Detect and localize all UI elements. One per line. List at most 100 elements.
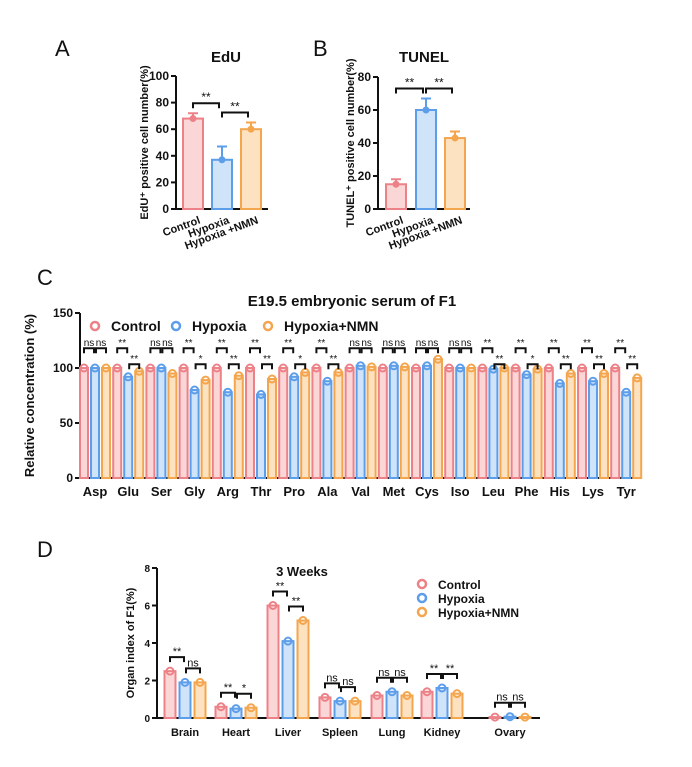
significance-label: * [242, 683, 247, 695]
significance-bracket [393, 347, 406, 354]
x-tick-label: Arg [217, 484, 239, 499]
data-point [555, 378, 565, 388]
data-point [437, 683, 447, 693]
data-point [451, 134, 459, 142]
bar [588, 380, 598, 480]
bar [163, 670, 177, 719]
significance-bracket [272, 590, 288, 597]
significance-bracket [481, 347, 494, 354]
data-point [588, 376, 598, 386]
bar [318, 696, 332, 719]
bar [370, 694, 384, 719]
significance-label: ** [595, 354, 603, 365]
significance-label: ns [461, 338, 472, 349]
data-point [387, 687, 397, 697]
data-point [101, 363, 111, 373]
significance-bracket [493, 363, 506, 370]
data-point [256, 389, 266, 399]
data-point [223, 387, 233, 397]
significance-bracket [236, 692, 252, 699]
y-tick-label: 0 [364, 202, 371, 216]
bar [366, 365, 377, 479]
significance-bracket [360, 347, 373, 354]
bar [182, 117, 204, 210]
legend-label: Hypoxia+NMN [284, 318, 379, 334]
significance-label: ** [628, 354, 636, 365]
y-tick-label: 0 [66, 471, 73, 485]
y-axis-label: Organ index of F1(%) [125, 587, 137, 698]
y-tick-label: 100 [53, 361, 73, 375]
significance-bracket [315, 347, 328, 354]
significance-bracket [215, 347, 228, 354]
significance-label: ns [449, 338, 460, 349]
significance-label: ns [361, 338, 372, 349]
data-point [322, 376, 332, 386]
significance-bracket [494, 701, 510, 708]
data-point [402, 691, 412, 700]
y-axis-label: EdU⁺ positive cell number(%) [139, 65, 151, 220]
bar [399, 365, 410, 479]
significance-bracket [381, 347, 394, 354]
significance-bracket [182, 347, 195, 354]
bar [167, 372, 178, 479]
bar [240, 128, 262, 210]
significance-label: ** [185, 338, 193, 349]
bar [433, 358, 443, 480]
significance-bracket [626, 363, 639, 370]
x-tick-label: Spleen [322, 727, 358, 739]
x-tick-label: Iso [451, 484, 470, 499]
bar [266, 604, 280, 719]
bar [178, 367, 189, 479]
significance-bracket [227, 363, 240, 370]
bar [532, 368, 543, 480]
legend-marker-0 [89, 320, 101, 332]
bar [488, 716, 502, 719]
bar [145, 367, 156, 479]
data-point [234, 371, 244, 381]
x-tick-label: Asp [83, 484, 108, 499]
bar [488, 368, 499, 480]
bar [256, 393, 266, 479]
bar [503, 715, 517, 719]
bar [178, 681, 192, 719]
significance-label: ns [84, 338, 95, 349]
significance-label: ** [616, 338, 624, 349]
bar [450, 692, 464, 719]
x-tick-label: Ser [151, 484, 172, 499]
data-point [278, 363, 288, 373]
data-point [267, 374, 277, 384]
bar [229, 707, 243, 719]
significance-label: ** [118, 338, 126, 349]
x-tick-label: Thr [251, 484, 272, 499]
significance-bracket [593, 363, 605, 370]
bar [281, 640, 295, 719]
x-tick-label: Kidney [424, 727, 462, 739]
data-point [389, 361, 399, 371]
significance-bracket [220, 691, 236, 698]
y-axis-label: TUNEL⁺ positive cell number(%) [345, 58, 357, 227]
bar [214, 705, 228, 719]
bar [311, 367, 322, 479]
panel-label-a: A [55, 36, 70, 61]
y-tick-label: 40 [358, 136, 372, 150]
significance-bracket [425, 87, 453, 94]
significance-bracket [340, 686, 356, 693]
bar [415, 109, 437, 210]
bar [267, 378, 277, 479]
significance-bracket [460, 347, 473, 354]
data-point [345, 363, 355, 373]
bar [565, 372, 576, 479]
significance-label: ** [292, 596, 301, 608]
significance-label: ** [330, 354, 338, 365]
significance-bracket [392, 676, 408, 683]
bar [385, 183, 407, 210]
bar [420, 690, 434, 719]
y-tick-label: 6 [144, 602, 150, 613]
data-point [505, 712, 515, 722]
chart-d: 0 2 4 6 8 3 Weeks Organ index of F1(%) Brain ** n… [125, 564, 540, 739]
significance-label: ns [349, 338, 360, 349]
data-point [566, 369, 576, 378]
bar [90, 367, 100, 479]
data-point [201, 375, 211, 385]
bar [388, 364, 399, 479]
